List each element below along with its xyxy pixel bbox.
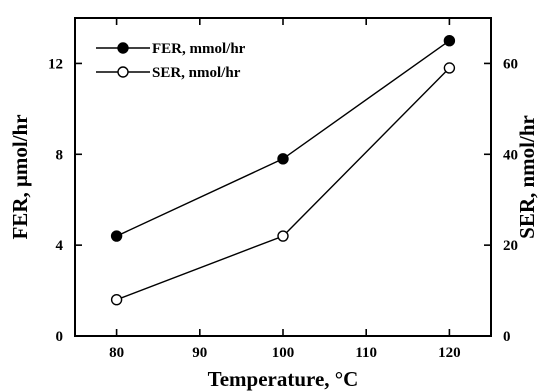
- x-tick-label: 90: [192, 345, 207, 361]
- data-point-series-1: [443, 62, 456, 74]
- y-tick-label-right: 20: [503, 238, 518, 254]
- x-axis-title: Temperature, °C: [208, 367, 359, 391]
- y-tick-label-left: 8: [56, 147, 64, 163]
- data-point-series-0: [277, 153, 289, 165]
- data-point-series-1: [277, 230, 289, 242]
- legend-label-ser: SER, nmol/hr: [152, 65, 241, 81]
- x-tick-label: 110: [355, 345, 377, 361]
- y-tick-label-right: 40: [503, 147, 518, 163]
- y-tick-label-left: 12: [48, 56, 63, 72]
- data-point-series-0: [110, 230, 123, 242]
- series-line-1: [116, 67, 450, 301]
- y-tick-label-right: 0: [503, 329, 511, 345]
- data-point-series-0: [443, 35, 456, 47]
- x-tick-label: 120: [438, 345, 461, 361]
- x-tick-label: 100: [272, 345, 295, 361]
- legend-marker-ser: [117, 66, 129, 78]
- series-layer: [110, 35, 456, 306]
- legend-marker-fer: [117, 42, 129, 54]
- y-tick-label-left: 4: [56, 238, 64, 254]
- plot-frame: [74, 17, 492, 337]
- y-tick-label-right: 60: [503, 56, 518, 72]
- x-tick-label: 80: [109, 345, 124, 361]
- legend-label-fer: FER, mmol/hr: [152, 41, 246, 57]
- y-axis-title-left: FER, μmol/hr: [8, 114, 32, 239]
- y-axis-title-right: SER, nmol/hr: [515, 115, 539, 239]
- legend: FER, mmol/hr SER, nmol/hr: [96, 41, 246, 81]
- y-tick-label-left: 0: [56, 329, 64, 345]
- data-point-series-1: [110, 293, 123, 306]
